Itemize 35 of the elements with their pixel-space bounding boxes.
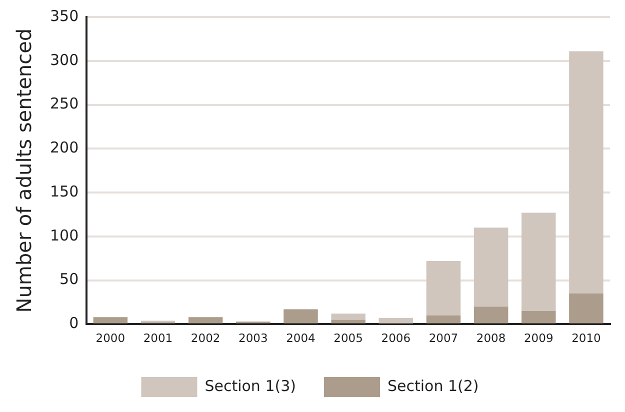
x-tick-label: 2005 <box>334 331 363 346</box>
x-tick-label: 2004 <box>286 331 316 346</box>
bar <box>284 309 318 324</box>
y-tick-label: 300 <box>50 50 79 69</box>
bar <box>569 293 604 324</box>
y-axis-title: Number of adults sentenced <box>12 28 36 313</box>
bar <box>426 261 461 316</box>
bar <box>93 317 128 324</box>
y-tick-label: 350 <box>50 6 79 25</box>
bar <box>474 306 508 324</box>
bar <box>522 212 556 312</box>
bar <box>188 317 223 324</box>
x-tick-label: 2006 <box>381 331 411 346</box>
y-tick-label: 0 <box>69 314 79 332</box>
x-tick-label: 2000 <box>96 331 126 346</box>
legend-label: Section 1(2) <box>388 376 479 395</box>
y-tick-label: 100 <box>50 226 79 244</box>
y-tick-label: 250 <box>50 94 79 113</box>
x-tick-label: 2008 <box>476 331 506 346</box>
legend-label: Section 1(3) <box>204 376 296 395</box>
x-tick-label: 2002 <box>190 331 220 346</box>
bar <box>474 228 508 307</box>
x-tick-label: 2007 <box>428 331 458 346</box>
y-tick-label: 150 <box>50 182 79 200</box>
x-tick-label: 2009 <box>524 331 554 346</box>
bar <box>378 318 414 324</box>
y-tick-label: 50 <box>60 270 79 288</box>
x-tick-label: 2003 <box>238 331 268 346</box>
bar <box>426 315 461 324</box>
bar <box>522 311 556 324</box>
x-tick-label: 2001 <box>143 331 173 346</box>
x-tick-label: 2010 <box>572 331 601 346</box>
y-tick-label: 200 <box>50 138 79 157</box>
bar <box>569 51 604 294</box>
bar <box>331 314 366 320</box>
